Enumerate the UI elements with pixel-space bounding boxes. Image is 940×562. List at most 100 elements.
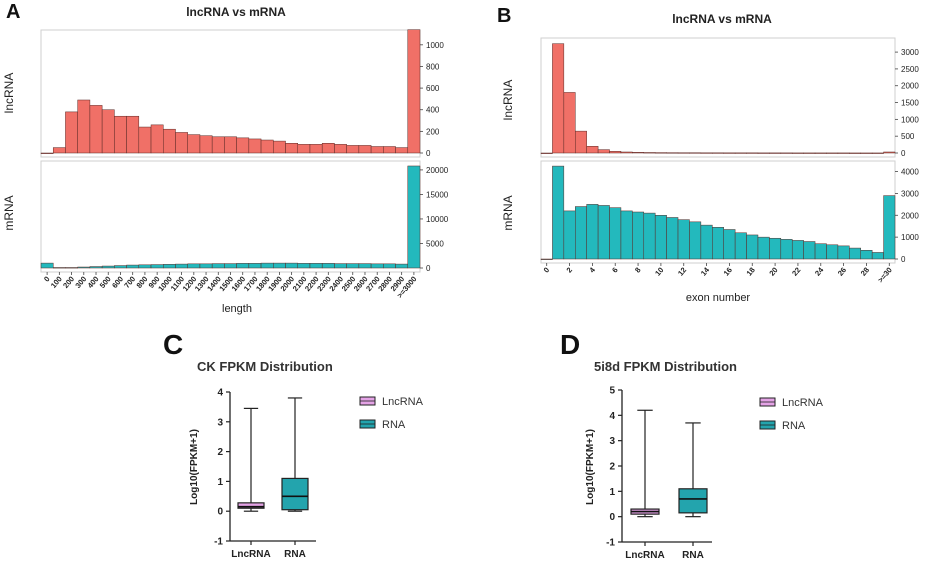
x-tick-label: 2 bbox=[564, 266, 574, 275]
bar-lncrna bbox=[712, 152, 724, 154]
x-tick-label: 0 bbox=[542, 266, 552, 275]
y-tick-label: 4000 bbox=[901, 168, 919, 177]
bar-mrna bbox=[358, 263, 372, 269]
bar-lncrna bbox=[769, 152, 782, 154]
bar-lncrna bbox=[757, 152, 770, 154]
bar-lncrna bbox=[597, 149, 610, 154]
bar-lncrna bbox=[334, 144, 347, 154]
bar-mrna bbox=[309, 263, 323, 269]
bar-lncrna bbox=[211, 136, 225, 154]
bar-lncrna bbox=[383, 146, 396, 154]
bar-mrna bbox=[40, 262, 54, 269]
y-tick-label: 800 bbox=[426, 62, 440, 71]
bar-mrna bbox=[769, 237, 782, 260]
x-tick-label: 28 bbox=[859, 266, 871, 278]
bar-lncrna bbox=[803, 152, 816, 154]
bar-lncrna bbox=[297, 144, 311, 154]
facet-lncrna-frame bbox=[540, 37, 896, 158]
bar-mrna bbox=[346, 263, 360, 269]
bar-lncrna bbox=[746, 152, 759, 154]
bar-mrna bbox=[395, 263, 409, 269]
bar-mrna bbox=[383, 263, 396, 269]
bar-mrna bbox=[540, 258, 553, 260]
chart-b-facet-mrna-label: mRNA bbox=[501, 195, 515, 230]
bar-lncrna bbox=[285, 143, 298, 154]
bar-mrna bbox=[297, 263, 311, 269]
x-tick-label: 6 bbox=[610, 266, 620, 275]
bar-mrna bbox=[757, 236, 770, 260]
y-tick-label: 0 bbox=[901, 255, 906, 264]
bar-lncrna bbox=[40, 152, 54, 154]
bar-mrna bbox=[321, 263, 335, 269]
bar-mrna bbox=[712, 227, 724, 260]
chart-d-title: 5i8d FPKM Distribution bbox=[594, 359, 737, 374]
legend-label-lncrna: LncRNA bbox=[782, 397, 824, 409]
bar-mrna bbox=[65, 267, 78, 269]
y-tick-label: 2500 bbox=[901, 65, 919, 74]
y-tick-label: 10000 bbox=[426, 215, 449, 224]
bar-lncrna bbox=[65, 111, 78, 154]
y-tick-label: 3 bbox=[217, 417, 223, 428]
bar-mrna bbox=[746, 234, 759, 260]
bar-lncrna bbox=[563, 92, 576, 154]
bar-lncrna bbox=[370, 146, 384, 154]
x-tick-label: 14 bbox=[699, 265, 712, 278]
bar-lncrna bbox=[586, 146, 599, 154]
y-tick-label: 4 bbox=[609, 411, 615, 422]
bar-lncrna bbox=[871, 152, 884, 154]
y-tick-label: 5 bbox=[609, 386, 615, 397]
y-tick-label: 2 bbox=[609, 462, 615, 473]
bar-lncrna bbox=[654, 152, 667, 154]
bar-mrna bbox=[552, 165, 565, 260]
box-rna bbox=[281, 477, 309, 511]
chart-c: -1 0 1 2 3 4 LncRNA RNA LncRNA RNA bbox=[214, 388, 424, 561]
bar-mrna bbox=[114, 265, 127, 269]
bar-lncrna bbox=[77, 99, 91, 154]
bar-lncrna bbox=[791, 152, 804, 154]
bar-lncrna bbox=[814, 152, 827, 154]
bar-mrna bbox=[689, 221, 702, 260]
bar-mrna bbox=[609, 207, 622, 260]
bar-mrna bbox=[814, 243, 827, 260]
bar-lncrna bbox=[101, 109, 115, 154]
y-tick-label: 0 bbox=[426, 149, 431, 158]
chart-d: -1 0 1 2 3 4 5 LncRNA RNA LncRNA RNA bbox=[606, 386, 824, 562]
y-tick-label: -1 bbox=[606, 538, 615, 549]
bar-mrna bbox=[260, 262, 274, 269]
bar-mrna bbox=[700, 224, 713, 260]
bar-mrna bbox=[101, 265, 115, 269]
chart-b-title: lncRNA vs mRNA bbox=[672, 12, 772, 26]
panel-letter-a: A bbox=[6, 1, 20, 23]
bar-mrna bbox=[199, 263, 213, 269]
bar-mrna bbox=[89, 266, 103, 269]
y-tick-label: 0 bbox=[217, 507, 223, 518]
chart-c-title: CK FPKM Distribution bbox=[197, 359, 333, 374]
x-tick-label: 20 bbox=[767, 266, 779, 278]
y-tick-label: 0 bbox=[426, 264, 431, 273]
x-tick-label: LncRNA bbox=[625, 550, 664, 561]
bar-mrna bbox=[175, 263, 188, 269]
y-tick-label: 200 bbox=[426, 127, 440, 136]
bar-lncrna bbox=[620, 151, 633, 154]
facet-mrna-frame bbox=[40, 160, 421, 273]
x-tick-label: LncRNA bbox=[231, 549, 270, 560]
bar-lncrna bbox=[666, 152, 679, 154]
chart-a: 0200400600800100005000100001500020000010… bbox=[40, 29, 449, 300]
bar-lncrna bbox=[689, 152, 702, 154]
x-tick-label: RNA bbox=[682, 550, 704, 561]
bar-mrna bbox=[370, 263, 384, 269]
panel-letter-c: C bbox=[163, 329, 183, 360]
bar-lncrna bbox=[780, 152, 793, 154]
bar-mrna bbox=[803, 241, 816, 260]
bar-lncrna bbox=[114, 115, 127, 154]
bar-lncrna bbox=[260, 139, 274, 154]
bar-mrna bbox=[883, 195, 896, 260]
bar-mrna bbox=[77, 266, 91, 269]
bar-lncrna bbox=[723, 152, 736, 154]
chart-c-ylabel: Log10(FPKM+1) bbox=[189, 429, 200, 505]
y-tick-label: 0 bbox=[609, 512, 615, 523]
bar-mrna bbox=[138, 264, 152, 269]
y-tick-label: 2000 bbox=[901, 211, 919, 220]
bar-mrna bbox=[236, 263, 250, 269]
